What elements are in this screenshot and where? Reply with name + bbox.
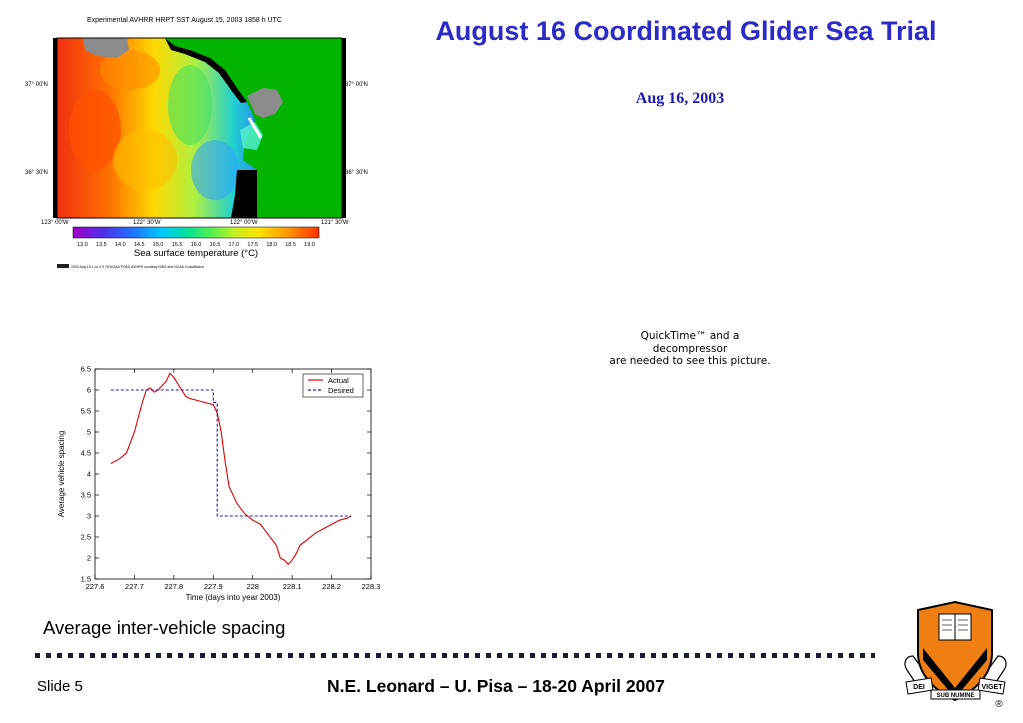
lon-label: 122° 30'W [133,220,161,226]
quicktime-line: are needed to see this picture. [609,355,771,367]
sst-colorbar-tick: 16.5 [210,242,221,248]
x-tick-label: 228.3 [362,582,381,591]
footer-credit: N.E. Leonard – U. Pisa – 18-20 April 200… [327,676,665,696]
y-tick-label: 3.5 [81,491,91,500]
chevron-icon [923,648,987,698]
y-tick-label: 5 [87,428,91,437]
slide-number: Slide 5 [37,678,83,695]
nodata-area [231,170,257,218]
sst-colorbar-tick: 15.5 [172,242,183,248]
sst-colorbar-tick: 13.0 [77,242,88,248]
figure-caption: Average inter-vehicle spacing [43,617,286,638]
y-tick-label: 4.5 [81,449,91,458]
x-tick-label: 227.6 [86,582,105,591]
y-tick-label: 3 [87,512,91,521]
motto-left: DEI [913,684,925,691]
sst-colorbar-tick: 16.0 [191,242,202,248]
sst-colorbar-ticks: 13.0 13.5 14.0 14.5 15.0 15.5 16.0 16.5 17.0 17.5… [77,242,315,248]
y-tick-label: 2 [87,554,91,563]
quicktime-line: QuickTime™ and a [640,330,740,342]
x-tick-label: 227.7 [125,582,144,591]
lat-label-right: 36° 30'N [345,170,368,176]
quicktime-placeholder: QuickTime™ and a decompressor are needed… [590,330,790,368]
registered-mark: ® [995,699,1003,708]
y-tick-label: 2.5 [81,533,91,542]
slide-title: August 16 Coordinated Glider Sea Trial [435,16,937,46]
lon-label: 123° 00'W [41,220,69,226]
legend-label-desired: Desired [328,386,354,395]
lat-label-left: 37° 00'N [25,82,48,88]
lon-label: 121° 30'W [321,220,349,226]
sst-colorbar [72,226,320,239]
lon-label: 122° 00'W [230,220,258,226]
sst-colorbar-tick: 19.0 [304,242,315,248]
sst-colorbar-tick: 14.0 [115,242,126,248]
lat-label-right: 37° 00'N [345,82,368,88]
sst-map-figure: Experimental AVHRR HRPT SST August 15, 2… [25,17,368,269]
sst-colorbar-tick: 17.5 [247,242,258,248]
legend: Actual Desired [302,373,364,398]
series-actual-line [110,372,352,566]
y-tick-label: 6 [87,386,91,395]
quicktime-line: decompressor [652,342,728,355]
x-tick-label: 227.8 [164,582,183,591]
spacing-chart: 227.6 227.7 227.8 227.9 228 228.1 228.2 228.3 1.… [57,365,381,603]
sst-colorbar-label: Sea surface temperature (°C) [134,248,258,259]
glider-track [247,117,263,139]
sst-colorbar-tick: 17.0 [228,242,239,248]
sst-map-title: Experimental AVHRR HRPT SST August 15, 2… [87,17,282,24]
sst-colorbar-tick: 14.5 [134,242,145,248]
sst-map-credit: 2003 Aug 15 1 ox 4 5 78 NOAA POES AVHRR … [71,265,204,269]
lat-label-left: 36° 30'N [25,170,48,176]
sst-colorbar-tick: 18.0 [266,242,277,248]
sst-colorbar-tick: 18.5 [285,242,296,248]
x-axis-label: Time (days into year 2003) [186,593,281,602]
princeton-shield-logo: DEI SUB NUMINE VIGET ® [904,600,1007,708]
y-tick-label: 5.5 [81,407,91,416]
x-tick-label: 228.1 [283,582,302,591]
motto-right: VIGET [981,684,1003,691]
sst-colorbar-tick: 15.0 [153,242,164,248]
y-tick-label: 1.5 [81,575,91,584]
motto-mid: SUB NUMINE [936,693,974,699]
sst-colorbar-tick: 13.5 [96,242,107,248]
x-tick-label: 227.9 [204,582,223,591]
x-tick-label: 228.2 [322,582,341,591]
y-tick-label: 4 [87,470,91,479]
x-tick-label: 228 [246,582,259,591]
legend-label-actual: Actual [328,376,349,385]
y-axis-label: Average vehicle spacing [57,431,66,518]
plot-area [94,368,372,580]
series-desired-line [110,389,352,517]
y-tick-label: 6.5 [81,365,91,374]
cloud-area [83,38,129,58]
dashed-separator [35,653,875,658]
slide-date: Aug 16, 2003 [635,90,725,107]
